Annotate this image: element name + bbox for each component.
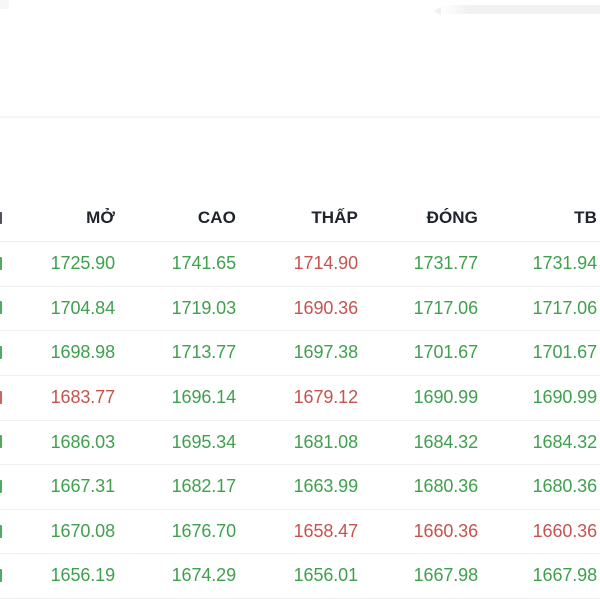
cell-avg: 1684.32 (532, 431, 597, 452)
cell-close: 1684.32 (413, 431, 478, 452)
cell-low: 1714.90 (293, 253, 358, 273)
cell-high: 1682.17 (171, 476, 236, 497)
cell-open: 1698.98 (50, 342, 115, 363)
cell-low: 1690.36 (293, 297, 358, 318)
clipped-text-sliver (0, 211, 2, 224)
column-header-high: CAO (197, 208, 236, 227)
cell-close: 1717.06 (413, 297, 478, 318)
cell-avg: 1717.06 (532, 297, 597, 318)
horizontal-scrollbar-thumb[interactable] (434, 5, 600, 15)
cell-close: 1731.77 (413, 253, 478, 273)
clipped-text-sliver (0, 524, 2, 538)
table-row[interactable]: 1698.98 1713.77 1697.38 1701.67 1701.67 (0, 331, 600, 376)
cell-open: 1704.84 (50, 297, 115, 318)
clipped-prev-column (0, 465, 3, 509)
clipped-prev-column-header (0, 194, 3, 241)
cell-open: 1683.77 (50, 386, 115, 407)
cell-avg: 1660.36 (532, 520, 597, 541)
cell-close: 1680.36 (413, 476, 478, 497)
cell-high: 1713.77 (171, 342, 236, 363)
cell-low: 1681.08 (293, 431, 358, 452)
clipped-text-sliver (0, 256, 2, 270)
cell-open: 1686.03 (50, 431, 115, 452)
table-row[interactable]: 1725.90 1741.65 1714.90 1731.77 1731.94 (0, 242, 600, 287)
clipped-prev-column (0, 331, 3, 375)
clipped-text-sliver (0, 435, 2, 449)
cell-close: 1690.99 (413, 386, 478, 407)
table-row[interactable]: 1704.84 1719.03 1690.36 1717.06 1717.06 (0, 287, 600, 332)
table-row[interactable]: 1670.08 1676.70 1658.47 1660.36 1660.36 (0, 510, 600, 555)
clipped-text-sliver (0, 480, 2, 494)
cell-close: 1701.67 (413, 342, 478, 363)
top-left-artifact (0, 0, 9, 9)
cell-avg: 1690.99 (532, 386, 597, 407)
clipped-prev-column (0, 287, 3, 331)
column-header-avg: TB (574, 208, 597, 227)
cell-open: 1667.31 (50, 476, 115, 497)
cell-high: 1719.03 (171, 297, 236, 318)
clipped-text-sliver (0, 569, 2, 583)
clipped-prev-column (0, 376, 3, 420)
table-row[interactable]: 1683.77 1696.14 1679.12 1690.99 1690.99 (0, 376, 600, 421)
cell-avg: 1680.36 (532, 476, 597, 497)
cell-high: 1741.65 (171, 253, 236, 273)
clipped-prev-column (0, 510, 3, 554)
cell-high: 1676.70 (171, 520, 236, 541)
clipped-prev-column (0, 242, 3, 286)
clipped-text-sliver (0, 301, 2, 315)
table-header-row: MỞ CAO THẤP ĐÓNG TB (0, 194, 600, 242)
cell-low: 1697.38 (293, 342, 358, 363)
table-row[interactable]: 1667.31 1682.17 1663.99 1680.36 1680.36 (0, 465, 600, 510)
cell-open: 1725.90 (50, 253, 115, 273)
cell-high: 1696.14 (171, 386, 236, 407)
cell-low: 1658.47 (293, 520, 358, 541)
column-header-close: ĐÓNG (426, 208, 478, 227)
cell-avg: 1701.67 (532, 342, 597, 363)
cell-avg: 1667.98 (532, 565, 597, 586)
cell-close: 1660.36 (413, 520, 478, 541)
table-body: 1725.90 1741.65 1714.90 1731.77 1731.94 1704.… (0, 242, 600, 600)
cell-high: 1674.29 (171, 565, 236, 586)
cell-avg: 1731.94 (532, 253, 597, 273)
section-divider (0, 116, 600, 119)
cell-open: 1670.08 (50, 520, 115, 541)
column-header-open: MỞ (86, 208, 115, 227)
cell-low: 1656.01 (293, 565, 358, 586)
cell-close: 1667.98 (413, 565, 478, 586)
column-header-low: THẤP (311, 208, 358, 227)
cell-low: 1679.12 (293, 386, 358, 407)
cell-low: 1663.99 (293, 476, 358, 497)
clipped-text-sliver (0, 346, 2, 360)
table-row[interactable]: 1656.19 1674.29 1656.01 1667.98 1667.98 (0, 554, 600, 600)
price-table: MỞ CAO THẤP ĐÓNG TB 1725.90 1741.65 1714.9… (0, 194, 600, 600)
clipped-text-sliver (0, 390, 2, 404)
cell-open: 1656.19 (50, 565, 115, 586)
cell-high: 1695.34 (171, 431, 236, 452)
table-row[interactable]: 1686.03 1695.34 1681.08 1684.32 1684.32 (0, 421, 600, 466)
clipped-prev-column (0, 554, 3, 598)
clipped-prev-column (0, 421, 3, 465)
